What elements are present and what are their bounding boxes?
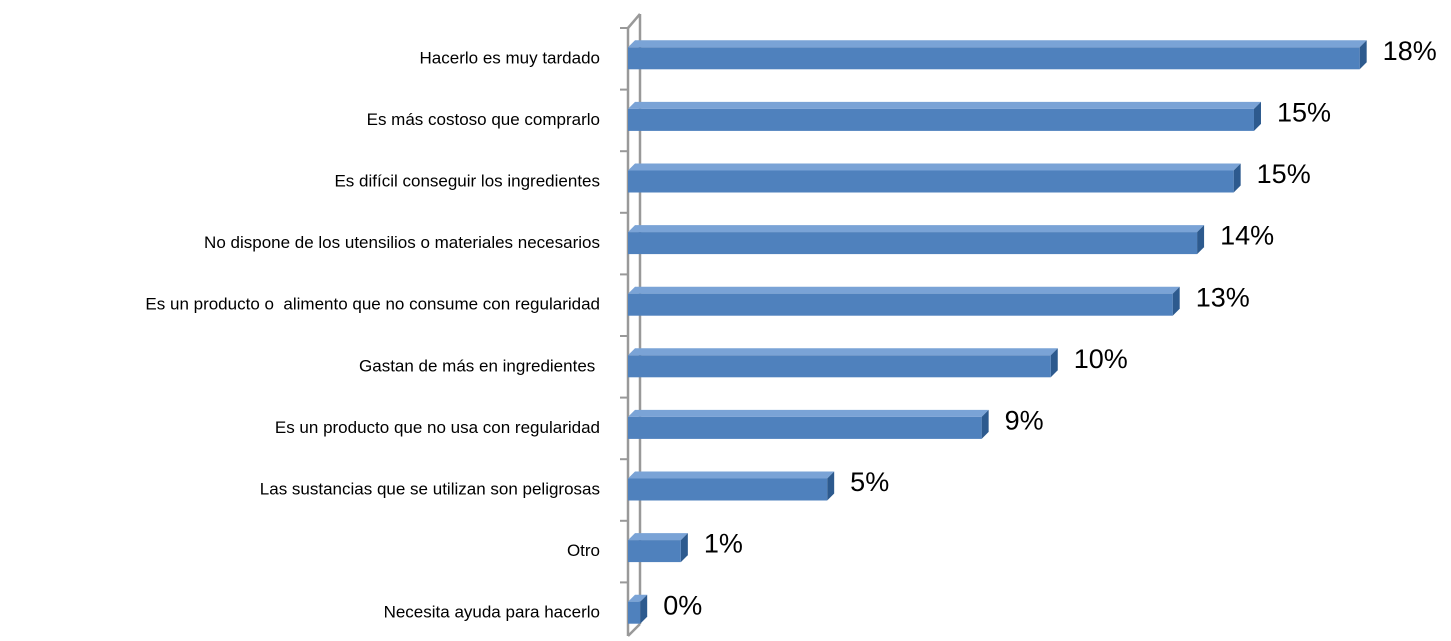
bar-side [1172,286,1180,316]
category-label: Es un producto que no usa con regularida… [275,418,600,437]
bar-side [1197,225,1205,255]
bar-top [628,225,1205,233]
value-label: 1% [704,529,743,559]
category-label: Hacerlo es muy tardado [420,48,600,67]
bar-front [628,540,681,563]
bar-front [628,416,982,439]
category-label: Otro [567,541,600,560]
category-label: Es un producto o alimento que no consume… [145,295,600,314]
axis-edge [627,623,641,637]
bar-top [628,594,648,602]
bar [628,101,1261,131]
value-label: 18% [1383,36,1437,66]
bar-top [628,101,1261,109]
bar-side [680,533,688,563]
category-label: Es difícil conseguir los ingredientes [334,171,600,190]
bar-top [628,348,1058,356]
bar [628,163,1241,193]
bar-side [1050,348,1058,378]
bar [628,225,1205,255]
bar-top [628,163,1241,171]
bar [628,594,648,624]
bar [628,40,1367,70]
bar-top [628,533,688,541]
category-label: Necesita ayuda para hacerlo [384,603,600,622]
value-label: 5% [850,467,889,497]
bar-front [628,232,1198,255]
bar [628,409,989,439]
bar-top [628,286,1180,294]
value-label: 14% [1220,221,1274,251]
category-label: No dispone de los utensilios o materiale… [204,233,600,252]
category-label: Las sustancias que se utilizan son pelig… [260,479,600,498]
value-label: 15% [1277,98,1331,128]
bar-side [1233,163,1241,193]
bar-front [628,108,1254,131]
bar-side [981,409,989,439]
value-label: 9% [1005,406,1044,436]
axis-edge [627,13,641,29]
value-label: 15% [1257,159,1311,189]
bar-side [1359,40,1367,70]
bar-top [628,409,989,417]
bar-front [628,601,641,624]
category-label: Gastan de más en ingredientes [359,356,600,375]
bar-front [628,47,1360,70]
bar [628,533,688,563]
bar-side [1253,101,1261,131]
bar [628,471,835,501]
bar-side [640,594,648,624]
bar-front [628,170,1234,193]
bar-front [628,478,828,501]
bar [628,286,1180,316]
category-label: Es más costoso que comprarlo [367,110,600,129]
bar [628,348,1058,378]
bar-front [628,355,1051,378]
value-label: 0% [663,590,702,620]
bar-top [628,471,835,479]
bar-top [628,40,1367,48]
bar-front [628,293,1173,316]
value-label: 10% [1074,344,1128,374]
bar-side [827,471,835,501]
value-label: 13% [1196,282,1250,312]
